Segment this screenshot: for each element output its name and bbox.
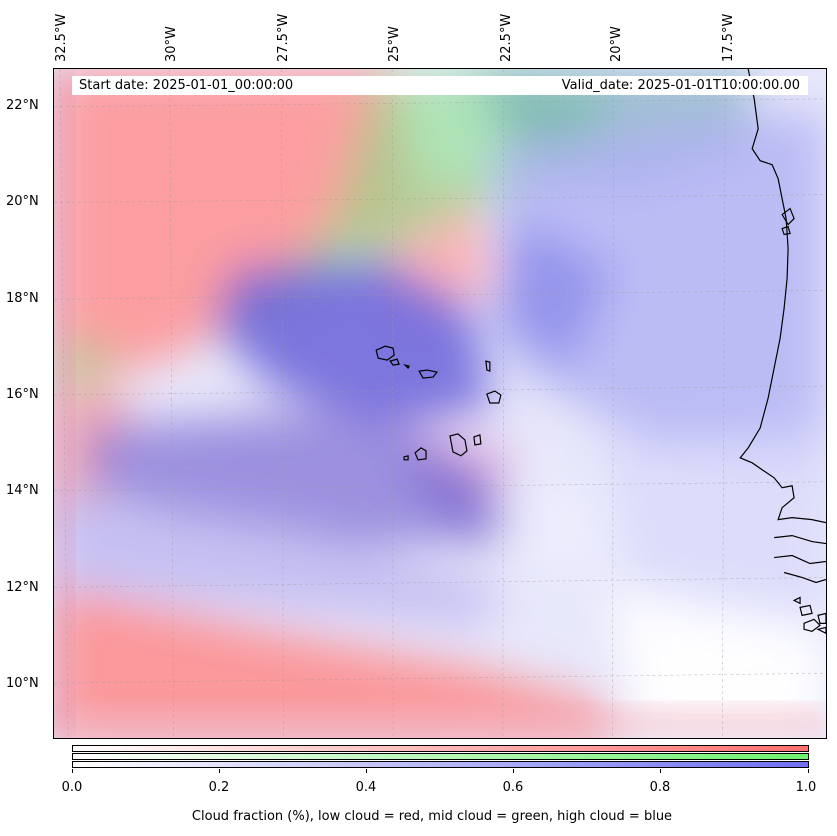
lon-label-22-5w: 22.5°W <box>499 13 514 62</box>
map-canvas <box>54 69 826 738</box>
graticule <box>54 69 826 738</box>
start-date-label: Start date: 2025-01-01_00:00:00 <box>79 78 294 93</box>
colorbar <box>72 745 809 773</box>
valid-date-label: Valid_date: 2025-01-01T10:00:00.00 <box>561 78 800 93</box>
lat-label-10n: 10°N <box>6 676 39 691</box>
colorbar-tick <box>219 769 220 773</box>
cape-verde-islands <box>375 345 502 461</box>
colorbar-mid-cloud <box>72 753 809 760</box>
date-info-box: Start date: 2025-01-01_00:00:00 Valid_da… <box>72 76 808 95</box>
colorbar-tick-label: 0.8 <box>649 780 671 795</box>
lon-label-32-5w: 32.5°W <box>54 13 69 62</box>
cloud-fraction-map <box>53 68 827 739</box>
lat-label-14n: 14°N <box>6 483 39 498</box>
colorbar-title: Cloud fraction (%), low cloud = red, mid… <box>191 809 673 824</box>
lat-label-20n: 20°N <box>6 194 39 209</box>
lon-label-30w: 30°W <box>164 26 179 62</box>
colorbar-tick-label: 0.0 <box>61 780 83 795</box>
colorbar-tick-label: 0.2 <box>208 780 230 795</box>
colorbar-tick <box>808 769 809 773</box>
colorbar-high-cloud <box>72 761 809 768</box>
colorbar-tick <box>513 769 514 773</box>
cloud-field <box>54 69 826 738</box>
lat-label-12n: 12°N <box>6 580 39 595</box>
lon-label-20w: 20°W <box>609 26 624 62</box>
colorbar-tick <box>72 769 73 773</box>
african-coastline <box>739 69 826 634</box>
colorbar-tick-label: 0.6 <box>502 780 524 795</box>
colorbar-tick-label: 0.4 <box>355 780 377 795</box>
colorbar-tick <box>366 769 367 773</box>
lat-label-18n: 18°N <box>6 291 39 306</box>
lon-label-17-5w: 17.5°W <box>721 13 736 62</box>
colorbar-tick-label: 1.0 <box>795 780 817 795</box>
colorbar-low-cloud <box>72 745 809 752</box>
lat-label-22n: 22°N <box>6 98 39 113</box>
lon-label-27-5w: 27.5°W <box>276 13 291 62</box>
lat-label-16n: 16°N <box>6 387 39 402</box>
colorbar-tick <box>660 769 661 773</box>
lon-label-25w: 25°W <box>387 26 402 62</box>
